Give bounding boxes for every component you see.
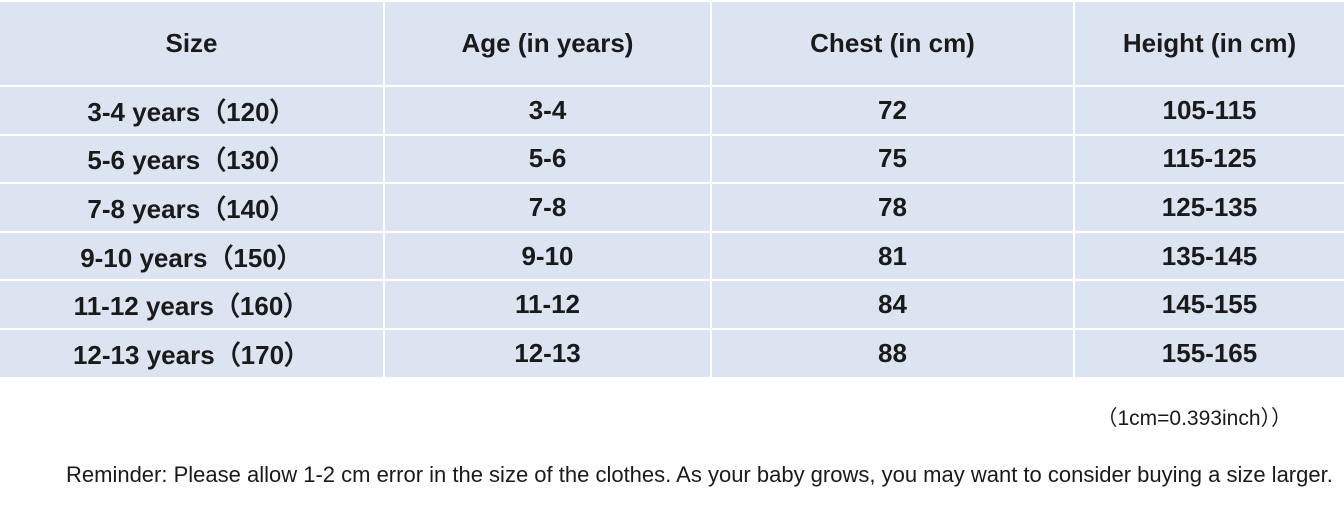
table-row: 11-12 years（160） 11-12 84 145-155 (0, 281, 1344, 330)
table-cell: 9-10 (385, 232, 712, 282)
reminder: Reminder: Please allow 1-2 cm error in t… (66, 462, 1333, 487)
table-cell: 11-12 (385, 281, 712, 330)
table-cell: 135-145 (1075, 232, 1344, 282)
header-cell: Chest (in cm) (712, 2, 1075, 87)
table-cell: 115-125 (1075, 135, 1344, 185)
header-cell: Size (0, 2, 385, 87)
table-cell: 81 (712, 232, 1075, 282)
table-cell: 5-6 (385, 135, 712, 185)
table-cell: 7-8 years（140） (0, 184, 385, 233)
table-cell: 7-8 (385, 184, 712, 233)
table-cell: 78 (712, 184, 1075, 233)
size-table: Size Age (in years) Chest (in cm) Height (i… (0, 2, 1344, 377)
table-cell: 105-115 (1075, 87, 1344, 136)
unit-note: （1cm=0.393inch）） (1096, 407, 1292, 430)
table-row: 3-4 years（120） 3-4 72 105-115 (0, 87, 1344, 136)
header-cell: Age (in years) (385, 2, 712, 87)
table-cell: 145-155 (1075, 281, 1344, 330)
table-row: 12-13 years（170） 12-13 88 155-165 (0, 329, 1344, 377)
table-cell: 75 (712, 135, 1075, 185)
table-cell: 155-165 (1075, 329, 1344, 377)
table-cell: 12-13 (385, 329, 712, 377)
table-cell: 9-10 years（150） (0, 232, 385, 282)
table-head: Size Age (in years) Chest (in cm) Height (i… (0, 2, 1344, 87)
table-cell: 3-4 (385, 87, 712, 136)
table-body: 3-4 years（120） 3-4 72 105-115 5-6 years（130）… (0, 87, 1344, 377)
table-row: 7-8 years（140） 7-8 78 125-135 (0, 184, 1344, 233)
table-cell: 3-4 years（120） (0, 87, 385, 136)
table-cell: 5-6 years（130） (0, 135, 385, 185)
table-cell: 72 (712, 87, 1075, 136)
header-cell: Height (in cm) (1075, 2, 1344, 87)
table-cell: 11-12 years（160） (0, 281, 385, 330)
table-row: 9-10 years（150） 9-10 81 135-145 (0, 232, 1344, 282)
table-row: 5-6 years（130） 5-6 75 115-125 (0, 135, 1344, 185)
table-cell: 88 (712, 329, 1075, 377)
table-cell: 84 (712, 281, 1075, 330)
header-row: Size Age (in years) Chest (in cm) Height (i… (0, 2, 1344, 87)
table-cell: 125-135 (1075, 184, 1344, 233)
table-cell: 12-13 years（170） (0, 329, 385, 377)
